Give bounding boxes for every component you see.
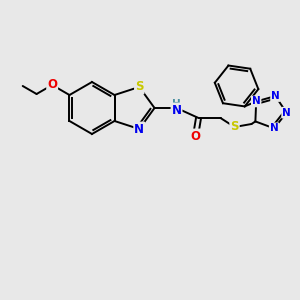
Text: O: O <box>47 79 57 92</box>
Text: S: S <box>135 80 143 94</box>
Text: N: N <box>282 108 291 118</box>
Text: O: O <box>190 130 200 142</box>
Text: N: N <box>252 97 261 106</box>
Text: N: N <box>134 122 144 136</box>
Text: N: N <box>270 123 278 134</box>
Text: N: N <box>271 91 280 101</box>
Text: S: S <box>230 121 239 134</box>
Text: N: N <box>172 103 182 116</box>
Text: H: H <box>172 99 181 109</box>
